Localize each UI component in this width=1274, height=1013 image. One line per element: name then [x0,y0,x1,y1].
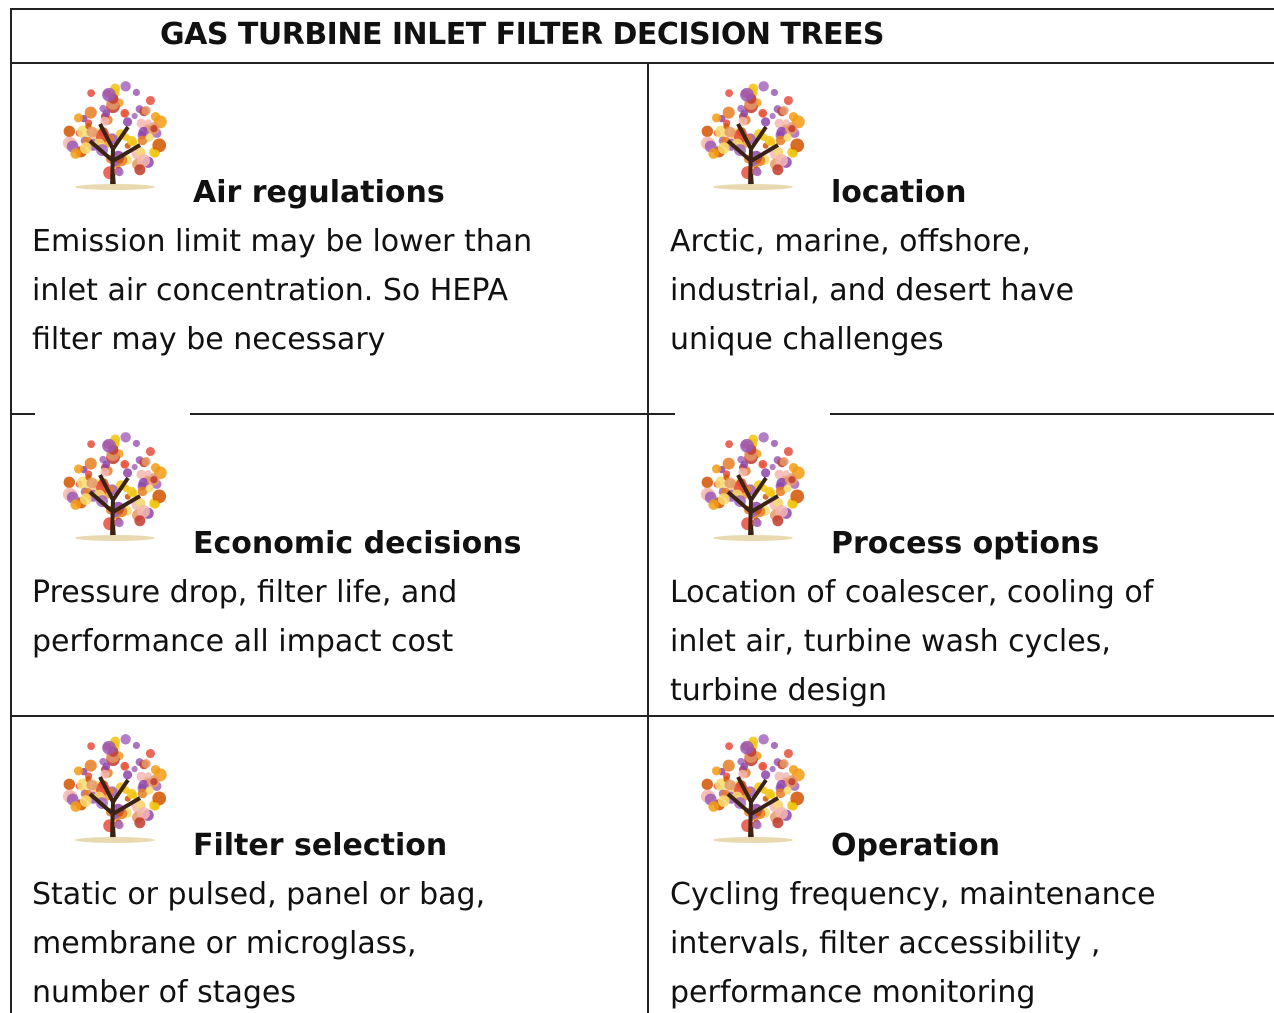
cell-text: unique challenges [670,325,944,355]
tree-icon [60,430,170,542]
tree-icon [698,430,808,542]
border [190,413,675,415]
page: GAS TURBINE INLET FILTER DECISION TREES … [0,0,1274,1013]
cell-heading: Economic decisions [193,529,521,559]
tree-icon [60,79,170,191]
cell-text: membrane or microglass, [32,929,417,959]
border [830,413,1274,415]
border [10,413,35,415]
cell-heading: Process options [831,529,1099,559]
cell-text: inlet air concentration. So HEPA [32,276,508,306]
cell-text: industrial, and desert have [670,276,1074,306]
cell-heading: Operation [831,831,1000,861]
border [10,8,1274,10]
cell-text: filter may be necessary [32,325,385,355]
cell-text: Pressure drop, filter life, and [32,578,457,608]
tree-icon [698,732,808,844]
cell-heading: Air regulations [193,178,445,208]
tree-icon [60,732,170,844]
cell-text: Location of coalescer, cooling of [670,578,1153,608]
border [10,715,1274,717]
border [647,62,649,1013]
cell-text: turbine design [670,676,887,706]
cell-text: number of stages [32,978,296,1008]
cell-text: intervals, filter accessibility , [670,929,1100,959]
cell-text: Static or pulsed, panel or bag, [32,880,485,910]
cell-text: Cycling frequency, maintenance [670,880,1156,910]
tree-icon [698,79,808,191]
cell-text: Arctic, marine, offshore, [670,227,1031,257]
cell-text: performance monitoring [670,978,1035,1008]
cell-text: Emission limit may be lower than [32,227,532,257]
cell-text: performance all impact cost [32,627,453,657]
border [10,8,12,1013]
cell-heading: Filter selection [193,831,447,861]
border [10,62,1274,64]
cell-heading: location [831,178,967,208]
title: GAS TURBINE INLET FILTER DECISION TREES [160,20,884,50]
cell-text: inlet air, turbine wash cycles, [670,627,1111,657]
